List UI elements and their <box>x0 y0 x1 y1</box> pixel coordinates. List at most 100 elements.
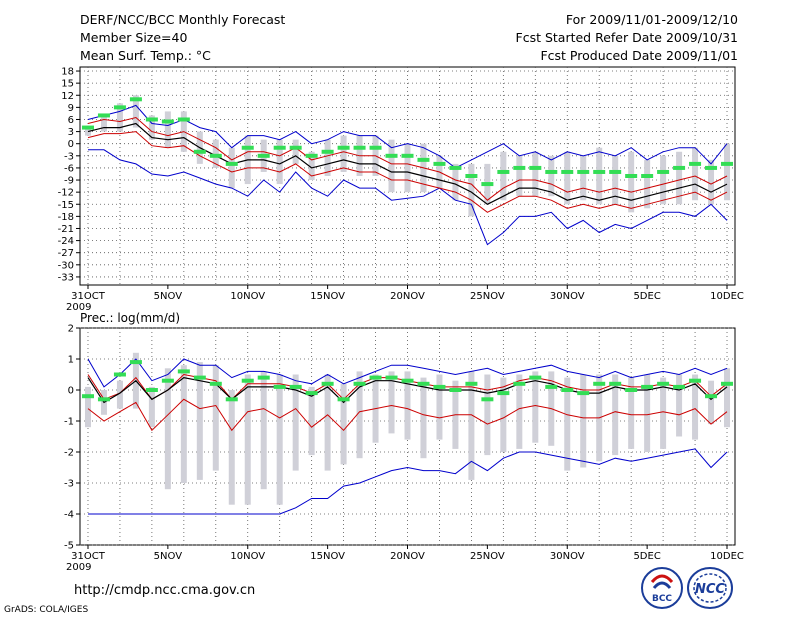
observed-marker <box>705 165 718 170</box>
observed-marker <box>481 397 494 402</box>
y-tick-label: -24 <box>58 236 74 247</box>
y-tick-label: 1 <box>68 355 74 366</box>
observed-marker <box>673 165 686 170</box>
ensemble-bar <box>580 155 587 201</box>
ensemble-bar <box>708 380 715 425</box>
x-tick-label: 30NOV <box>550 291 585 302</box>
observed-marker <box>289 384 302 389</box>
x-tick-label: 15NOV <box>310 291 345 302</box>
ensemble-bar <box>340 383 347 465</box>
y-tick-label: 18 <box>61 67 74 78</box>
observed-marker <box>673 384 686 389</box>
variable-label: Mean Surf. Temp.: °C <box>80 48 211 63</box>
observed-marker <box>337 145 350 150</box>
y-tick-label: 0 <box>68 139 74 150</box>
observed-marker <box>625 388 638 392</box>
bcc-logo: BCC <box>641 567 683 609</box>
ensemble-bar <box>532 371 539 443</box>
min-line <box>87 104 728 169</box>
observed-marker <box>305 391 318 396</box>
observed-marker <box>465 381 478 386</box>
observed-marker <box>401 378 414 383</box>
ensemble-bar <box>564 151 571 205</box>
x-tick-label: 20NOV <box>390 291 425 302</box>
x-tick-label: 5NOV <box>154 551 183 562</box>
observed-marker <box>353 145 366 150</box>
ensemble-bar <box>308 151 315 181</box>
observed-marker <box>529 165 542 170</box>
x-tick-label: 20NOV <box>390 551 425 562</box>
ensemble-bar <box>516 374 523 449</box>
ensemble-bar <box>228 390 235 505</box>
ensemble-bar <box>276 139 283 185</box>
ensemble-bar <box>324 139 331 176</box>
observed-marker <box>497 391 510 396</box>
ensemble-bar <box>500 151 507 201</box>
observed-marker <box>593 169 606 174</box>
grads-credit: GrADS: COLA/IGES <box>4 605 89 615</box>
ensemble-bar <box>404 371 411 440</box>
x-tick-label: 31OCT <box>71 291 106 302</box>
ensemble-bar <box>388 371 395 434</box>
y-tick-label: -21 <box>58 224 74 235</box>
ensemble-bar <box>612 374 619 456</box>
observed-marker <box>641 384 654 389</box>
x-tick-label: 10DEC <box>710 291 744 302</box>
ensemble-bar <box>612 155 619 205</box>
y-tick-label: -12 <box>58 188 74 199</box>
ensemble-bar <box>164 368 171 490</box>
ensemble-bar <box>468 163 475 217</box>
observed-marker <box>465 174 478 178</box>
max-line <box>88 149 728 246</box>
observed-marker <box>433 161 446 166</box>
observed-marker <box>177 369 190 374</box>
observed-marker <box>145 117 158 122</box>
observed-marker <box>161 378 174 383</box>
y-tick-label: 15 <box>61 79 74 90</box>
observed-marker <box>529 375 542 380</box>
ensemble-bar <box>212 139 219 168</box>
ensemble-bar <box>228 147 235 189</box>
y-tick-label: -3 <box>64 479 74 490</box>
observed-marker <box>689 161 702 166</box>
y-tick-label: -4 <box>64 510 74 521</box>
y-tick-label: -6 <box>64 163 74 174</box>
observed-marker <box>625 174 638 178</box>
bcc-logo-text: BCC <box>652 594 672 604</box>
observed-marker <box>417 381 430 386</box>
y-tick-label: -5 <box>64 541 74 552</box>
observed-marker <box>257 375 270 380</box>
observed-marker <box>449 165 462 170</box>
ensemble-bar <box>500 377 507 452</box>
ensemble-bar <box>132 95 139 128</box>
observed-marker <box>209 381 222 386</box>
x-tick-label: 5DEC <box>633 291 660 302</box>
mean-line <box>87 122 728 206</box>
y-tick-label: -2 <box>64 448 74 459</box>
ensemble-bar <box>580 374 587 468</box>
observed-marker <box>161 119 174 124</box>
observed-marker <box>193 375 206 380</box>
observed-marker <box>401 153 414 158</box>
observed-marker <box>449 388 462 392</box>
ensemble-bar <box>420 377 427 459</box>
forecast-produced-date: Fcst Produced Date 2009/11/01 <box>540 48 738 63</box>
footer-url[interactable]: http://cmdp.ncc.cma.gov.cn <box>74 583 256 598</box>
observed-marker <box>577 391 590 396</box>
y-tick-label: 12 <box>61 91 74 102</box>
x-year-label: 2009 <box>66 562 91 573</box>
ensemble-bar <box>676 151 683 205</box>
x-tick-label: 30NOV <box>550 551 585 562</box>
observed-marker <box>561 388 574 392</box>
observed-marker <box>513 381 526 386</box>
x-tick-label: 5NOV <box>154 291 183 302</box>
ensemble-bar <box>724 368 731 428</box>
ensemble-bar <box>692 374 699 440</box>
observed-marker <box>97 397 110 402</box>
x-tick-label: 10NOV <box>230 551 265 562</box>
ensemble-bar <box>260 371 267 490</box>
y-tick-label: 9 <box>68 103 74 114</box>
ensemble-bar <box>276 374 283 505</box>
ensemble-bar <box>212 365 219 471</box>
